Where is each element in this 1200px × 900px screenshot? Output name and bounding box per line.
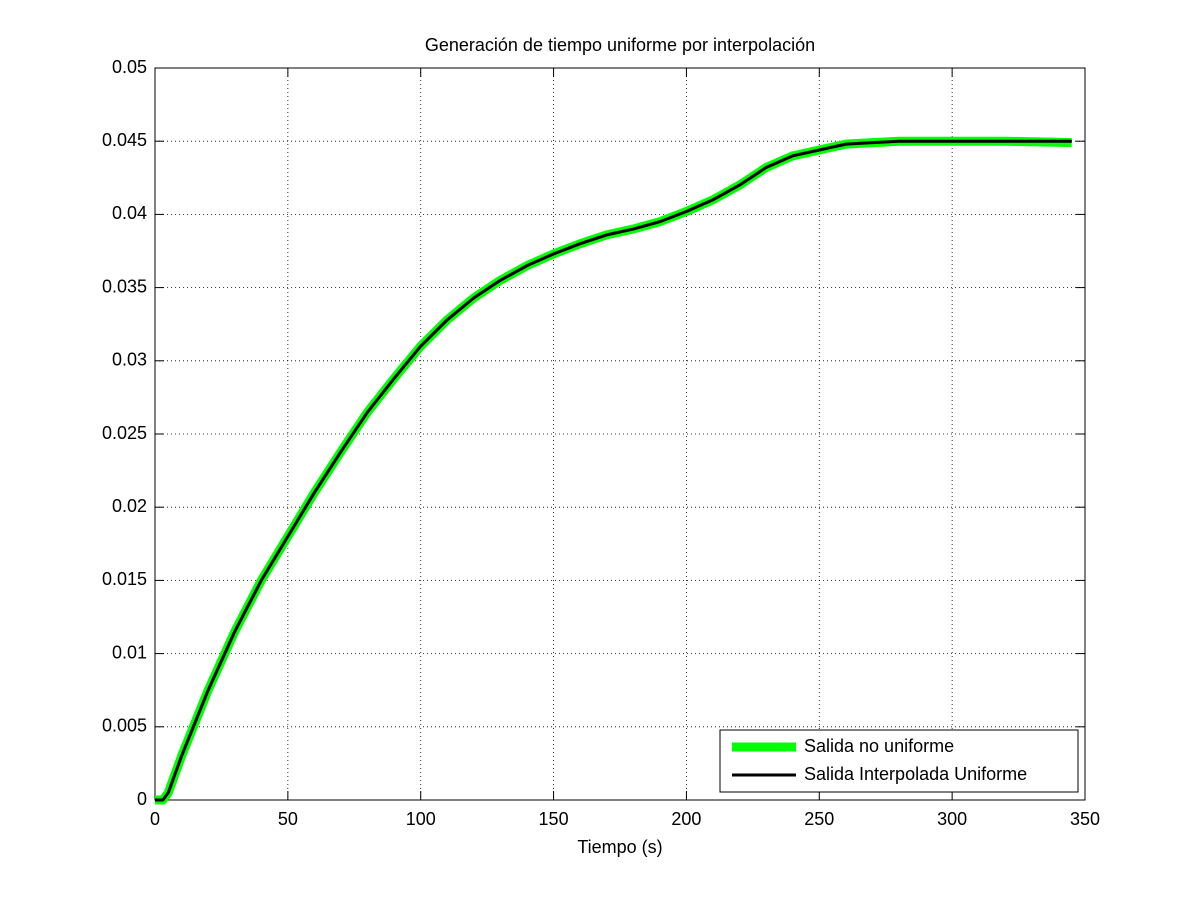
x-tick-label: 350: [1070, 809, 1100, 829]
x-tick-label: 100: [406, 809, 436, 829]
legend: Salida no uniforme Salida Interpolada Uni…: [719, 729, 1079, 793]
y-tick-label: 0.005: [102, 716, 147, 736]
axes-box: [154, 67, 1086, 801]
x-tick-label: 250: [804, 809, 834, 829]
legend-box: [719, 729, 1079, 793]
x-tick-label: 50: [278, 809, 298, 829]
y-tick-label: 0.045: [102, 130, 147, 150]
x-tick-label: 0: [150, 809, 160, 829]
legend-label: Salida no uniforme: [804, 736, 954, 756]
y-tick-label: 0.05: [112, 57, 147, 77]
y-tick-label: 0.03: [112, 350, 147, 370]
line-series: [155, 139, 1072, 802]
y-tick-label: 0.035: [102, 276, 147, 296]
y-tick-label: 0: [137, 789, 147, 809]
y-tick-label: 0.025: [102, 423, 147, 443]
x-axis-label: Tiempo (s): [577, 837, 662, 857]
y-tick-label: 0.015: [102, 569, 147, 589]
legend-label: Salida Interpolada Uniforme: [804, 764, 1027, 784]
y-tick-label: 0.02: [112, 496, 147, 516]
x-tick-label: 200: [671, 809, 701, 829]
chart-title: Generación de tiempo uniforme por interp…: [425, 35, 815, 55]
y-tick-label: 0.04: [112, 203, 147, 223]
y-tick-label: 0.01: [112, 642, 147, 662]
x-tick-label: 150: [539, 809, 569, 829]
x-tick-label: 300: [937, 809, 967, 829]
